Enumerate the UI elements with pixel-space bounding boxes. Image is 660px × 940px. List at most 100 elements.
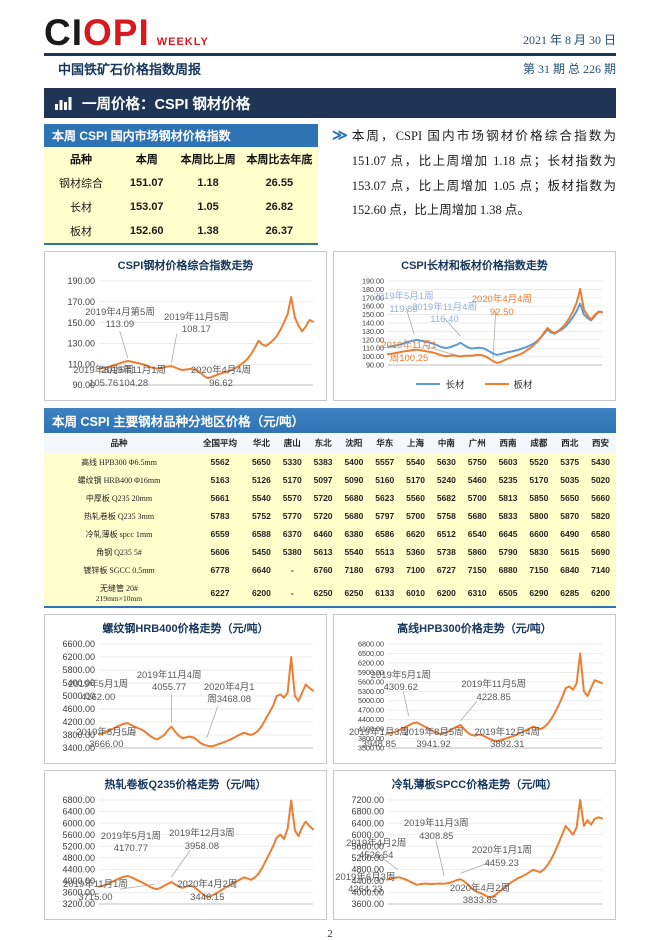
svg-text:5000.00: 5000.00 [358, 696, 384, 705]
table-cell: 6200 [591, 587, 611, 598]
chart-annotation: 2020年4月2周 3446.15 [177, 879, 238, 903]
svg-text:110.00: 110.00 [363, 344, 384, 353]
svg-text:4800.00: 4800.00 [351, 864, 384, 874]
table-cell: 5430 [591, 457, 611, 467]
table-cell: 5240 [436, 475, 456, 485]
summary-text: 本周，CSPI 国内市场钢材价格综合指数为 151.07 点，比上周增加 1.1… [351, 129, 616, 218]
svg-text:5200.00: 5200.00 [351, 853, 384, 863]
table-cell: 5035 [560, 475, 580, 485]
svg-text:6800.00: 6800.00 [358, 640, 384, 649]
table-cell: 6200 [436, 587, 456, 598]
section-title: 一周价格：CSPI 钢材价格 [82, 96, 251, 113]
svg-text:160.00: 160.00 [362, 302, 384, 311]
table-row: 高线 HPB300 Φ6.5mm 5562 5650 5330 5383 5400 5557… [44, 453, 616, 471]
column-header: 西南 [492, 433, 524, 453]
bar-chart-icon [54, 96, 73, 110]
row-label: 镀锌板 SGCC 0.5mm [83, 565, 155, 575]
svg-text:6200.00: 6200.00 [358, 658, 384, 667]
table-cell: 5570 [282, 493, 302, 503]
row-label: 中厚板 Q235 20mm [85, 493, 153, 503]
svg-text:6000.00: 6000.00 [62, 818, 95, 828]
table-cell: 5833 [498, 511, 518, 521]
column-header: 品种 [69, 154, 92, 166]
table-cell: 5650 [251, 457, 271, 467]
price-table-title: 本周 CSPI 主要钢材品种分地区价格（元/吨） [44, 408, 616, 433]
chart-hrc-q235: 热轧卷板Q235价格走势（元/吨） 3200.00 3600.00 4000.00 44… [44, 770, 327, 920]
column-header: 唐山 [276, 433, 308, 453]
table-cell: 6200 [251, 587, 271, 598]
table-cell: 5520 [529, 457, 549, 467]
table-cell: 5770 [282, 511, 302, 521]
table-cell: 5562 [210, 457, 230, 467]
table-cell: 5540 [406, 457, 426, 467]
svg-text:5200.00: 5200.00 [62, 841, 95, 851]
table-cell: 5720 [313, 511, 333, 521]
svg-text:5900.00: 5900.00 [358, 668, 384, 677]
table-cell: 5623 [375, 493, 395, 503]
table-cell: 6580 [591, 529, 611, 539]
chart-annotation: 2019年11月4周 4055.77 [136, 669, 202, 694]
svg-text:3600.00: 3600.00 [62, 888, 95, 898]
weekly-label: WEEKLY [156, 36, 209, 48]
row-label: 板材 [69, 226, 92, 238]
table-cell: 1.05 [197, 201, 219, 213]
table-cell: 6727 [436, 565, 456, 575]
table-row: 长材 153.07 1.05 26.82 [44, 195, 318, 219]
issue-number: 第 31 期 总 226 期 [522, 62, 616, 76]
svg-text:3400.00: 3400.00 [62, 743, 95, 753]
table-cell: 6540 [467, 529, 487, 539]
table-cell: 7150 [467, 565, 487, 575]
table-cell: 5460 [467, 475, 487, 485]
table-cell: 5758 [436, 511, 456, 521]
chart-annotation: 2019年11月3周 4308.85 [403, 818, 469, 842]
table-row: 钢材综合 151.07 1.18 26.55 [44, 171, 318, 195]
chart-annotation: 2020年1月1周 4459.23 [471, 845, 532, 869]
table-cell: 6370 [282, 529, 302, 539]
row-label: 角钢 Q235 5# [96, 547, 142, 557]
svg-text:5400.00: 5400.00 [62, 678, 95, 688]
chart-annotation: 2019年6月3周 4264.23 [335, 872, 396, 896]
table-cell: 5160 [375, 475, 395, 485]
table-row: 热轧卷板 Q235 3mm 5783 5752 5770 5720 5680 5797 570… [44, 507, 616, 525]
chart-annotation: 2019年11月4周 116.40 [412, 301, 477, 325]
chart-annotation: 2019年5月1周 4162.00 [68, 679, 129, 703]
table-cell: 5850 [529, 493, 549, 503]
chart-plot-area: 3600.00 4000.00 4400.00 4800.00 5200.00 5600.… [335, 794, 611, 916]
table-cell: 153.07 [129, 201, 164, 213]
svg-text:4000.00: 4000.00 [351, 888, 384, 898]
row-label: 长材 [69, 202, 92, 214]
table-cell: 5170 [406, 475, 426, 485]
table-cell: 26.55 [265, 177, 294, 189]
price-table-block: 本周 CSPI 主要钢材品种分地区价格（元/吨） 品种 全国平均 华北 唐山 东北 沈阳华… [44, 408, 616, 608]
charts-row-1: CSPI钢材价格综合指数走势 90.00 110.00 130.00 150.00 170… [44, 251, 616, 401]
chart-annotation: 2019年11月5周 108.17 [164, 311, 229, 335]
column-header: 本周 [135, 154, 158, 166]
charts-row-2: 螺纹钢HRB400价格走势（元/吨） 3400.00 3800.00 4200.00 4… [44, 614, 616, 764]
table-cell: 7180 [344, 565, 364, 575]
chart-annotation: 2019年5月1周 4170.77 [100, 830, 161, 854]
table-cell: 6505 [498, 587, 518, 598]
index-table-title: 本周 CSPI 国内市场钢材价格指数 [44, 124, 318, 147]
row-label: 热轧卷板 Q235 3mm [83, 511, 155, 521]
chart-annotation: 2019年8月5周 3666.00 [76, 727, 137, 751]
chart-wire-hpb300: 高线HPB300价格走势（元/吨） 3500.00 3800.00 4100.00 44… [333, 614, 616, 764]
svg-text:7200.00: 7200.00 [351, 795, 384, 805]
table-row: 螺纹钢 HRB400 Φ16mm 5163 5126 5170 5097 5090 5160… [44, 471, 616, 489]
table-cell: 5615 [560, 547, 580, 557]
table-cell: 6880 [498, 565, 518, 575]
column-header: 华东 [369, 433, 401, 453]
legend-swatch [416, 383, 441, 385]
table-cell: 1.18 [197, 177, 219, 189]
table-cell: - [290, 565, 294, 575]
svg-text:100.00: 100.00 [362, 352, 384, 361]
table-cell: 5800 [529, 511, 549, 521]
svg-text:90.00: 90.00 [72, 380, 95, 390]
table-cell: 6285 [560, 587, 580, 598]
table-cell: 6586 [375, 529, 395, 539]
table-cell: 5557 [375, 457, 395, 467]
column-header: 本周比去年底 [246, 154, 313, 166]
table-cell: 5606 [210, 547, 230, 557]
chart-annotation: 2020年4月4周 92.50 [471, 294, 532, 318]
table-cell: 6778 [210, 565, 230, 575]
